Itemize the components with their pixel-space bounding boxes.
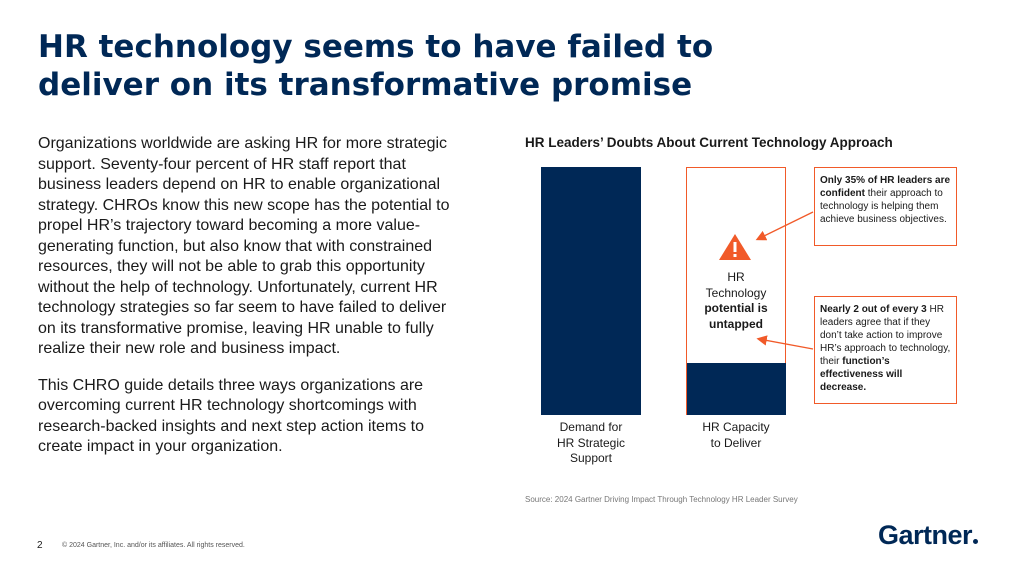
callout-confidence: Only 35% of HR leaders are confident the…: [814, 167, 957, 246]
bar-inner-label-line-1: HR: [727, 270, 745, 284]
x-label-capacity-line-2: to Deliver: [710, 435, 762, 450]
gartner-logo: Gartner: [878, 520, 979, 551]
bar-inner-label-line-3: potential is: [704, 301, 768, 315]
page-title-line-1: HR technology seems to have failed to: [38, 29, 714, 65]
page-number: 2: [37, 540, 43, 551]
body-text: Organizations worldwide are asking HR fo…: [38, 134, 463, 474]
callout-effectiveness: Nearly 2 out of every 3 HR leaders agree…: [814, 296, 957, 404]
bar-inner-label: HR Technology potential is untapped: [686, 270, 786, 332]
x-label-capacity: HR Capacity to Deliver: [681, 420, 791, 451]
x-label-demand: Demand for HR Strategic Support: [536, 420, 646, 467]
bar-capacity: [687, 362, 786, 415]
callout-effectiveness-text: HR leaders agree that if they don’t take…: [820, 304, 951, 367]
body-paragraph-2: This CHRO guide details three ways organ…: [38, 376, 424, 456]
callout-effectiveness-bold-2: function’s effectiveness will decrease.: [820, 356, 903, 393]
bar-demand: [541, 167, 641, 415]
x-label-demand-line-3: Support: [569, 451, 613, 465]
logo-dot: [973, 539, 979, 544]
copyright: © 2024 Gartner, Inc. and/or its affiliat…: [62, 542, 245, 549]
page-title: HR technology seems to have failed to de…: [38, 28, 938, 104]
warning-triangle-icon: [719, 234, 751, 260]
callout-confidence-bold: Only 35% of HR leaders are confident: [820, 175, 951, 199]
source-note: Source: 2024 Gartner Driving Impact Thro…: [525, 495, 798, 504]
page-title-line-2: deliver on its transformative promise: [38, 67, 693, 103]
chart-title: HR Leaders’ Doubts About Current Technol…: [525, 135, 893, 150]
x-label-demand-line-2: HR Strategic: [556, 435, 626, 450]
callout-confidence-text: their approach to technology is helping …: [820, 188, 947, 225]
x-label-capacity-line-1: HR Capacity: [702, 420, 770, 434]
x-label-demand-line-1: Demand for: [559, 420, 623, 434]
logo-text: Gartner: [878, 520, 973, 550]
body-paragraph-1: Organizations worldwide are asking HR fo…: [38, 135, 450, 357]
bar-inner-label-line-2: Technology: [705, 285, 767, 300]
callout-effectiveness-bold-1: Nearly 2 out of every 3: [820, 304, 927, 315]
arrow-to-untapped: [756, 335, 814, 350]
bar-inner-label-line-4: untapped: [709, 316, 763, 331]
arrow-to-warning: [755, 211, 814, 241]
